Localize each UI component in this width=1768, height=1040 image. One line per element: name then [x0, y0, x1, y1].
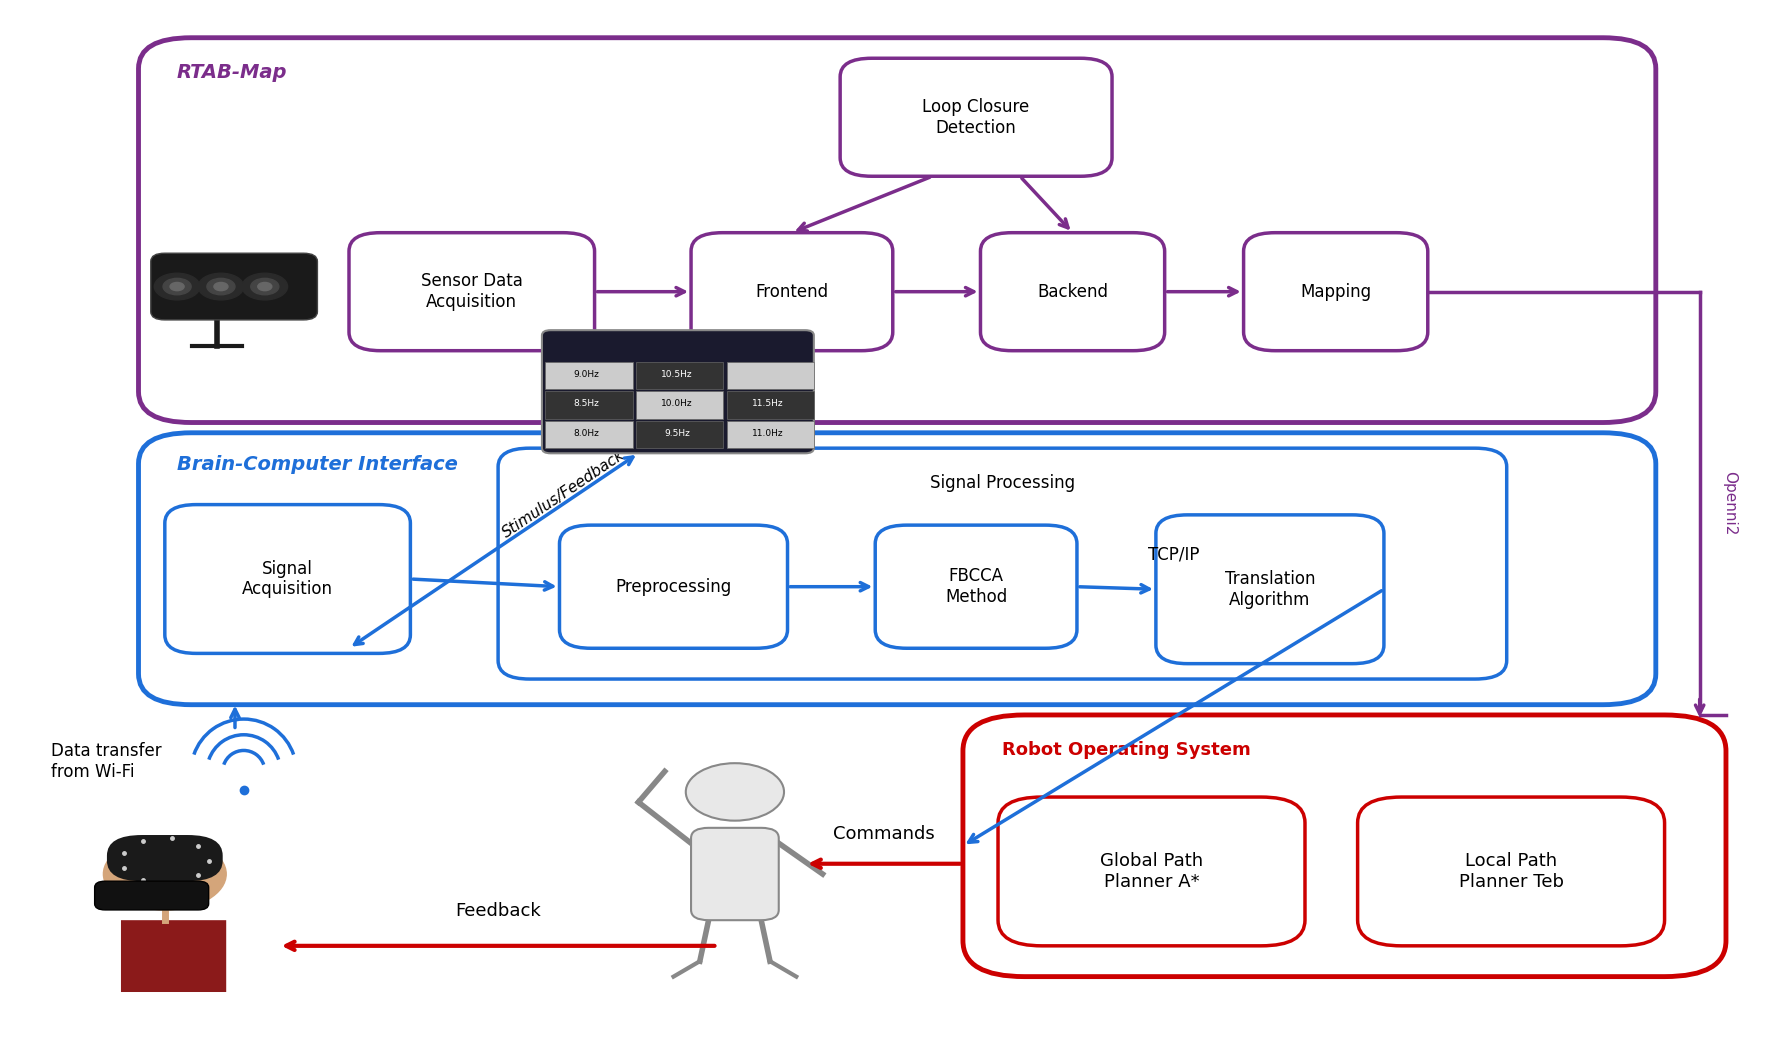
FancyBboxPatch shape [499, 448, 1506, 679]
Text: Robot Operating System: Robot Operating System [1001, 740, 1250, 758]
Circle shape [103, 838, 226, 910]
Circle shape [242, 274, 288, 300]
Circle shape [214, 283, 228, 290]
FancyBboxPatch shape [138, 433, 1657, 705]
Text: 8.5Hz: 8.5Hz [573, 399, 599, 409]
FancyBboxPatch shape [840, 58, 1112, 176]
Text: 9.0Hz: 9.0Hz [573, 370, 599, 379]
Text: 8.0Hz: 8.0Hz [573, 428, 599, 438]
FancyBboxPatch shape [1358, 797, 1665, 945]
FancyBboxPatch shape [150, 253, 318, 320]
Circle shape [170, 283, 184, 290]
Circle shape [154, 274, 200, 300]
FancyBboxPatch shape [727, 391, 813, 419]
Text: Translation
Algorithm: Translation Algorithm [1225, 570, 1315, 608]
Text: Openni2: Openni2 [1722, 471, 1738, 536]
Text: Brain-Computer Interface: Brain-Computer Interface [177, 456, 458, 474]
Text: Mapping: Mapping [1299, 283, 1372, 301]
Text: Signal
Acquisition: Signal Acquisition [242, 560, 332, 598]
Text: Stimulus/Feedback: Stimulus/Feedback [500, 447, 628, 541]
Text: Backend: Backend [1038, 283, 1109, 301]
Text: Signal Processing: Signal Processing [930, 474, 1075, 492]
FancyBboxPatch shape [106, 835, 223, 881]
Circle shape [163, 279, 191, 294]
Circle shape [686, 763, 783, 821]
FancyBboxPatch shape [691, 828, 778, 920]
FancyBboxPatch shape [138, 37, 1657, 422]
Text: Preprocessing: Preprocessing [615, 577, 732, 596]
FancyBboxPatch shape [636, 420, 723, 448]
Text: Local Path
Planner Teb: Local Path Planner Teb [1459, 852, 1563, 891]
FancyBboxPatch shape [543, 330, 813, 453]
FancyBboxPatch shape [875, 525, 1077, 648]
Text: Data transfer
from Wi-Fi: Data transfer from Wi-Fi [51, 742, 161, 781]
FancyBboxPatch shape [546, 391, 633, 419]
FancyBboxPatch shape [636, 391, 723, 419]
FancyBboxPatch shape [546, 420, 633, 448]
Text: FBCCA
Method: FBCCA Method [944, 567, 1008, 606]
Text: TCP/IP: TCP/IP [1147, 546, 1199, 564]
Text: RTAB-Map: RTAB-Map [177, 63, 288, 82]
Text: 11.0Hz: 11.0Hz [751, 428, 783, 438]
FancyBboxPatch shape [964, 714, 1726, 977]
FancyBboxPatch shape [636, 362, 723, 389]
FancyBboxPatch shape [981, 233, 1165, 350]
FancyBboxPatch shape [546, 362, 633, 389]
FancyBboxPatch shape [1156, 515, 1384, 664]
FancyBboxPatch shape [95, 881, 209, 910]
FancyBboxPatch shape [727, 420, 813, 448]
Text: 10.0Hz: 10.0Hz [661, 399, 693, 409]
Text: Feedback: Feedback [454, 902, 541, 920]
Text: Sensor Data
Acquisition: Sensor Data Acquisition [421, 272, 523, 311]
Text: 9.5Hz: 9.5Hz [665, 428, 690, 438]
Text: 10.5Hz: 10.5Hz [661, 370, 693, 379]
Circle shape [258, 283, 272, 290]
Text: 11.5Hz: 11.5Hz [751, 399, 783, 409]
FancyBboxPatch shape [727, 362, 813, 389]
FancyBboxPatch shape [164, 504, 410, 653]
Circle shape [198, 274, 244, 300]
FancyBboxPatch shape [120, 920, 226, 992]
Text: Commands: Commands [833, 825, 935, 843]
Text: Frontend: Frontend [755, 283, 829, 301]
Circle shape [207, 279, 235, 294]
FancyBboxPatch shape [691, 233, 893, 350]
FancyBboxPatch shape [997, 797, 1305, 945]
Text: Loop Closure
Detection: Loop Closure Detection [923, 98, 1029, 136]
FancyBboxPatch shape [1243, 233, 1429, 350]
Text: Global Path
Planner A*: Global Path Planner A* [1100, 852, 1202, 891]
Circle shape [251, 279, 279, 294]
FancyBboxPatch shape [348, 233, 594, 350]
FancyBboxPatch shape [559, 525, 787, 648]
